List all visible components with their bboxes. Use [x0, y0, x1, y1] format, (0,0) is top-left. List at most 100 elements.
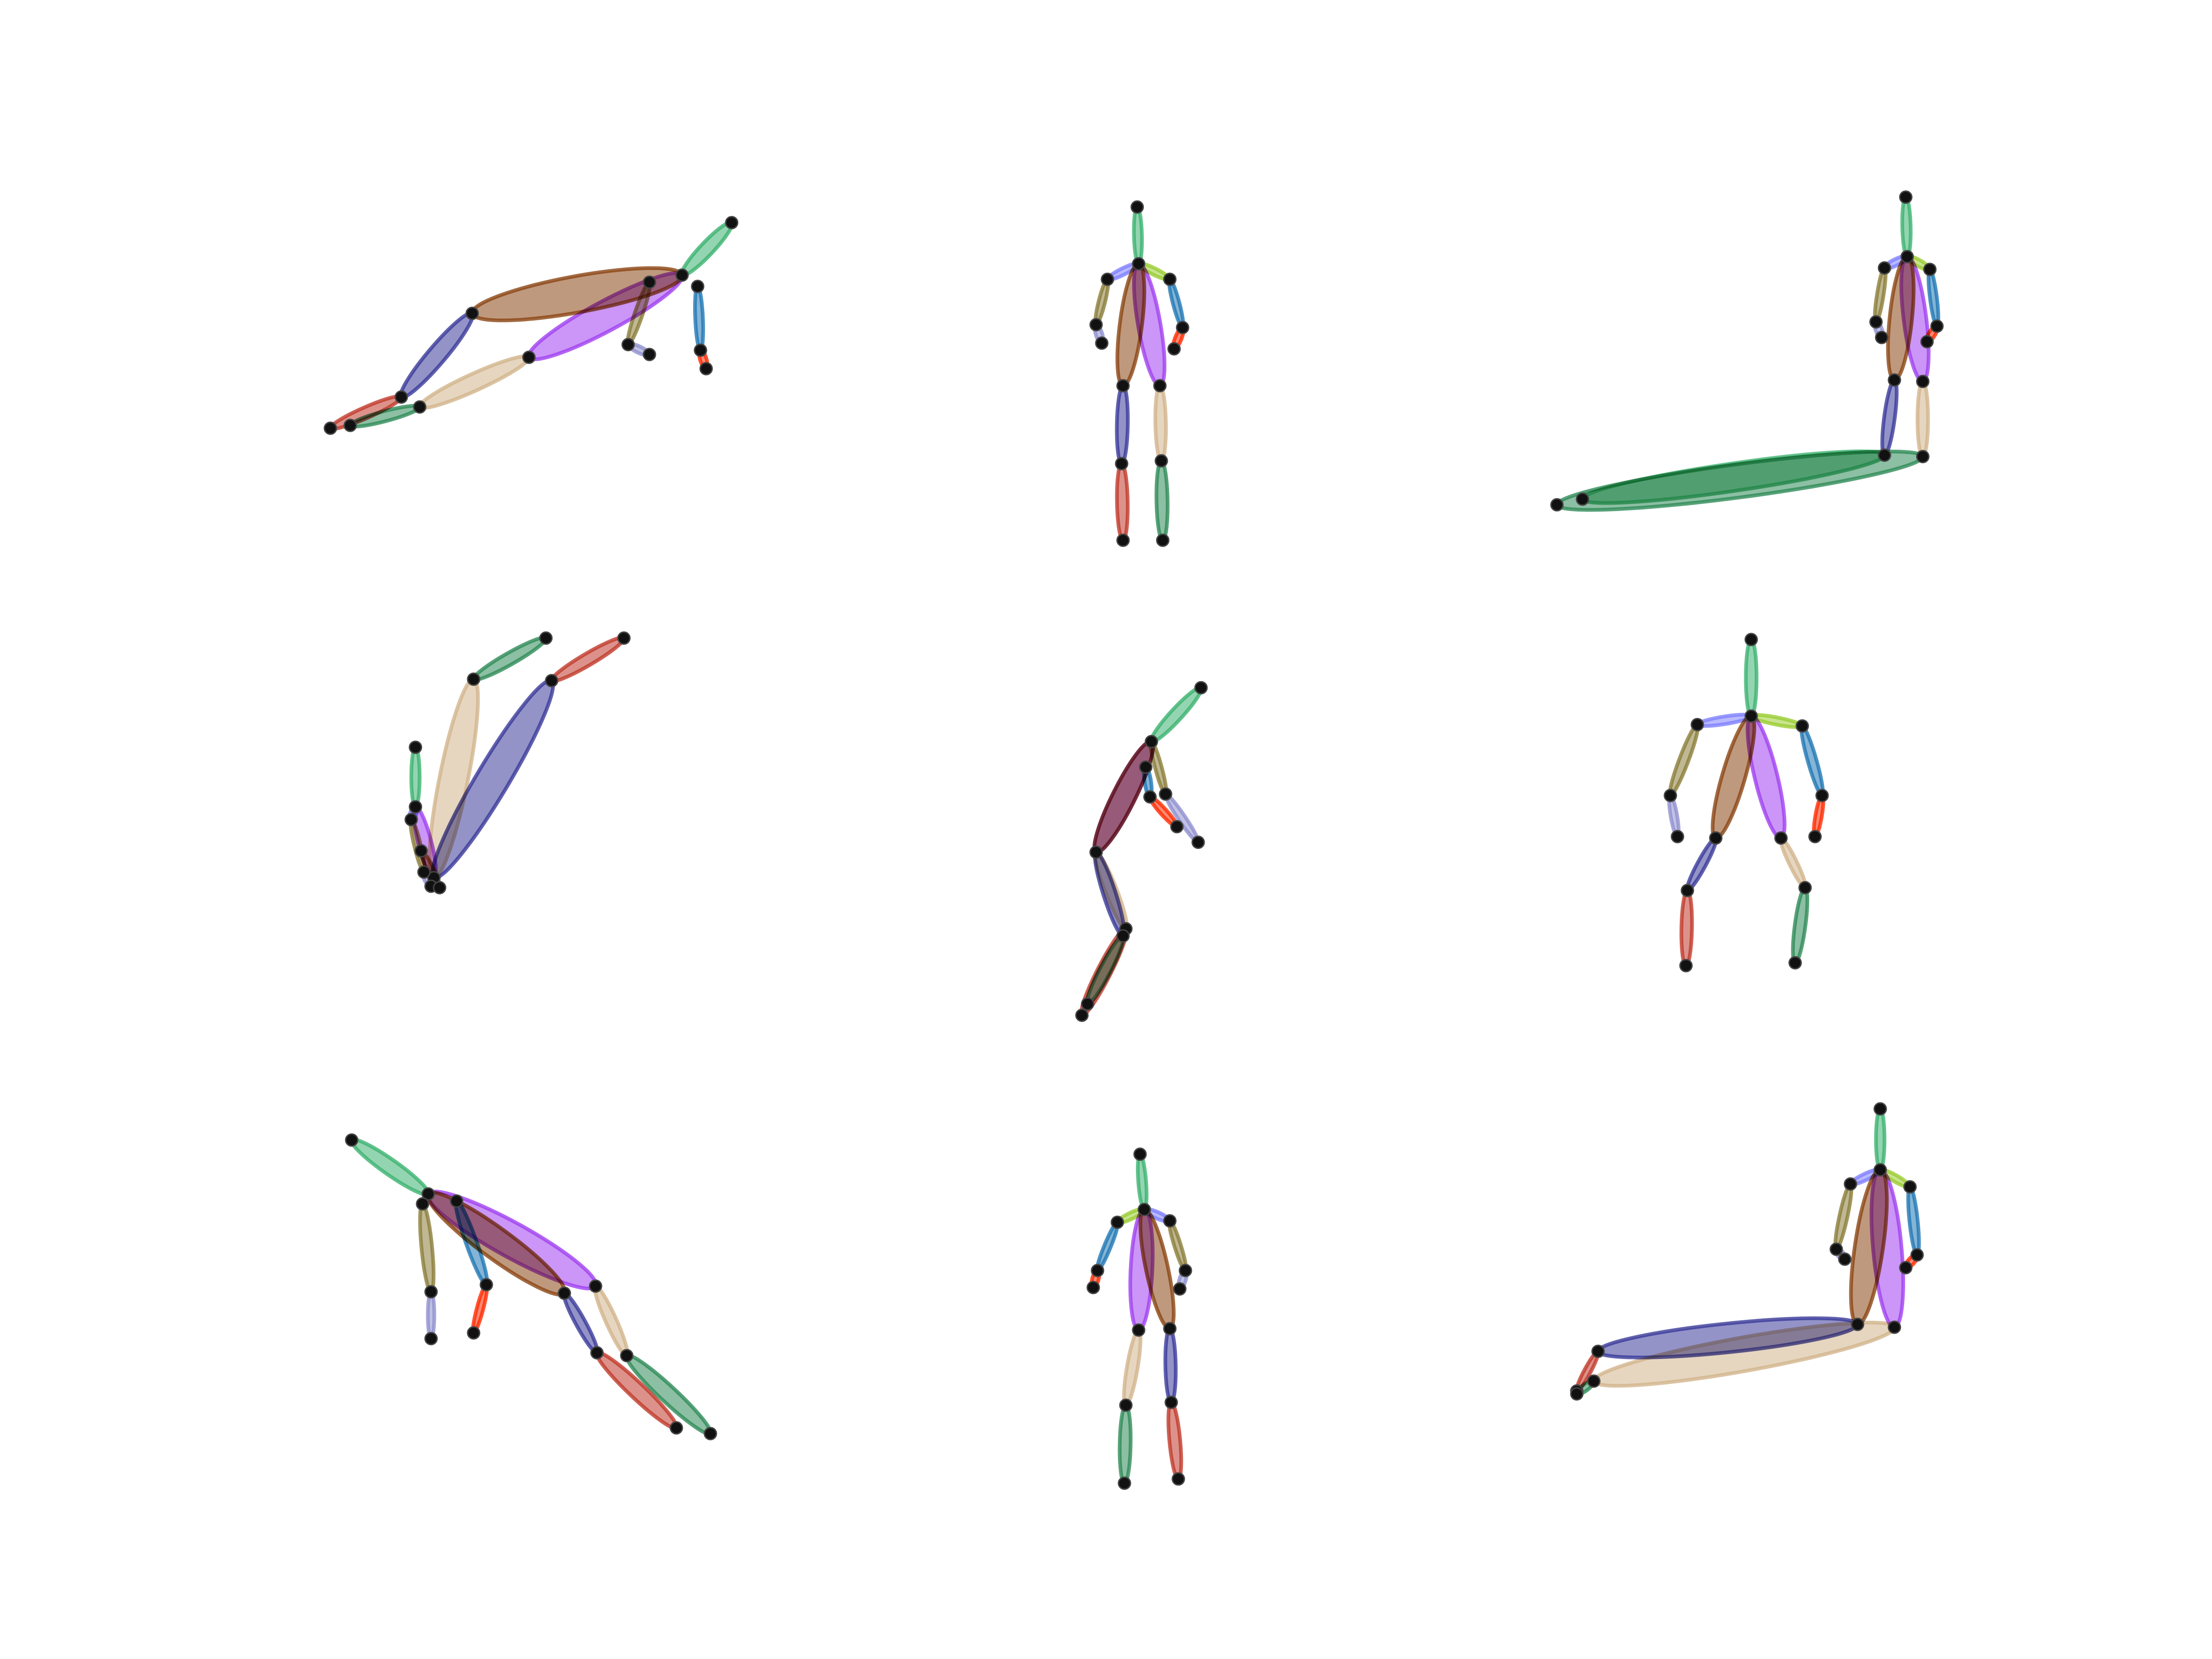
joint-marker [1681, 883, 1694, 897]
joint-marker [675, 268, 689, 282]
joint-marker [617, 631, 631, 645]
joint-marker [421, 1187, 435, 1201]
limb-left-upper-arm [1906, 1185, 1921, 1257]
joint-marker [1888, 373, 1901, 387]
limb-right-thigh [1880, 378, 1899, 457]
pose-panel-7 [345, 1133, 718, 1441]
joint-marker [1869, 315, 1883, 329]
joint-marker [417, 865, 431, 879]
joint-marker [1916, 450, 1930, 464]
limb-left-upper-arm [1800, 724, 1825, 798]
joint-marker [1119, 1398, 1133, 1412]
joint-marker [424, 1332, 438, 1346]
joint-marker [1130, 200, 1144, 214]
joint-marker [1808, 830, 1822, 843]
joint-marker [1570, 1387, 1584, 1401]
joint-marker [1171, 1472, 1185, 1486]
joint-marker [1875, 330, 1888, 344]
joint-marker [1095, 336, 1109, 350]
joint-marker [620, 1349, 634, 1363]
pose-panel-9 [1570, 1102, 1924, 1401]
joint-marker [545, 674, 559, 688]
joint-marker [467, 672, 481, 686]
joint-marker [1923, 263, 1937, 276]
limb-left-torso [1746, 714, 1787, 840]
limb-right-upper-arm [1668, 723, 1700, 798]
joint-marker [343, 418, 357, 432]
limb-right-thigh [1163, 1327, 1178, 1405]
joint-marker [1873, 1163, 1887, 1177]
joint-marker [1163, 1322, 1177, 1335]
limb-head [1744, 637, 1759, 718]
joint-marker [1159, 787, 1172, 801]
joint-marker [324, 421, 337, 435]
limb-right-upper-arm [1167, 1219, 1188, 1273]
joint-marker [1843, 1177, 1857, 1191]
limb-left-upper-arm [693, 284, 705, 353]
limb-right-thigh [1685, 836, 1718, 893]
joint-marker [1910, 1248, 1924, 1262]
joint-marker [1176, 321, 1189, 335]
joint-marker [465, 306, 479, 320]
limb-left-shin [1154, 459, 1170, 542]
joint-marker [1137, 1203, 1151, 1217]
joint-marker [450, 1194, 464, 1208]
joint-marker [1900, 250, 1914, 264]
limb-head [1874, 1107, 1887, 1172]
limb-right-thigh [562, 1291, 600, 1355]
joint-marker [1178, 1264, 1192, 1277]
limb-right-upper-arm [1833, 1182, 1853, 1251]
joint-marker [1191, 835, 1205, 849]
joint-marker [642, 275, 656, 289]
joint-marker [1165, 1395, 1178, 1409]
joint-marker [1550, 498, 1564, 512]
pose-panel-8 [1086, 1147, 1192, 1490]
limb-left-torso [1870, 1168, 1905, 1330]
limb-left-thigh [1122, 1328, 1142, 1407]
joint-marker [1576, 492, 1589, 506]
joint-marker [1194, 681, 1208, 694]
joint-marker [409, 800, 423, 814]
joint-marker [670, 1421, 683, 1435]
limb-left-shin [1791, 886, 1809, 965]
joint-marker [394, 390, 408, 404]
limb-left-shin [1118, 1403, 1133, 1485]
joint-marker [691, 280, 705, 294]
joint-marker [590, 1346, 604, 1359]
joint-marker [1145, 735, 1159, 748]
limb-head [1149, 685, 1204, 744]
joint-marker [1167, 342, 1181, 356]
joint-marker [409, 741, 423, 754]
joint-marker [1671, 830, 1684, 843]
joint-marker [1173, 1282, 1187, 1296]
joint-marker [1143, 790, 1157, 804]
joint-marker [1139, 760, 1153, 774]
joint-marker [1744, 709, 1758, 723]
joint-marker [539, 631, 553, 645]
joint-marker [413, 400, 427, 414]
joint-marker [1899, 1261, 1912, 1275]
joint-marker [1888, 1320, 1901, 1334]
joint-marker [1132, 257, 1146, 271]
joint-marker [1744, 633, 1758, 647]
joint-marker [1690, 718, 1704, 731]
joint-marker [1903, 1180, 1917, 1194]
joint-marker [404, 813, 418, 827]
joint-marker [1795, 719, 1809, 733]
limb-left-shin [1085, 934, 1126, 1006]
joint-marker [1930, 319, 1944, 333]
joint-marker [588, 1279, 602, 1293]
joint-marker [1091, 1264, 1105, 1277]
joint-marker [1156, 533, 1170, 547]
limb-right-forearm [426, 1290, 436, 1341]
joint-marker [1838, 1252, 1852, 1266]
pose-panel-2 [1089, 200, 1189, 547]
limb-head [1900, 195, 1913, 259]
limb-right-shin [549, 635, 626, 683]
limb-right-upper-arm [418, 1202, 435, 1294]
joint-marker [345, 1133, 359, 1147]
joint-marker [642, 347, 656, 361]
joint-marker [694, 343, 707, 357]
joint-marker [1132, 1323, 1146, 1337]
